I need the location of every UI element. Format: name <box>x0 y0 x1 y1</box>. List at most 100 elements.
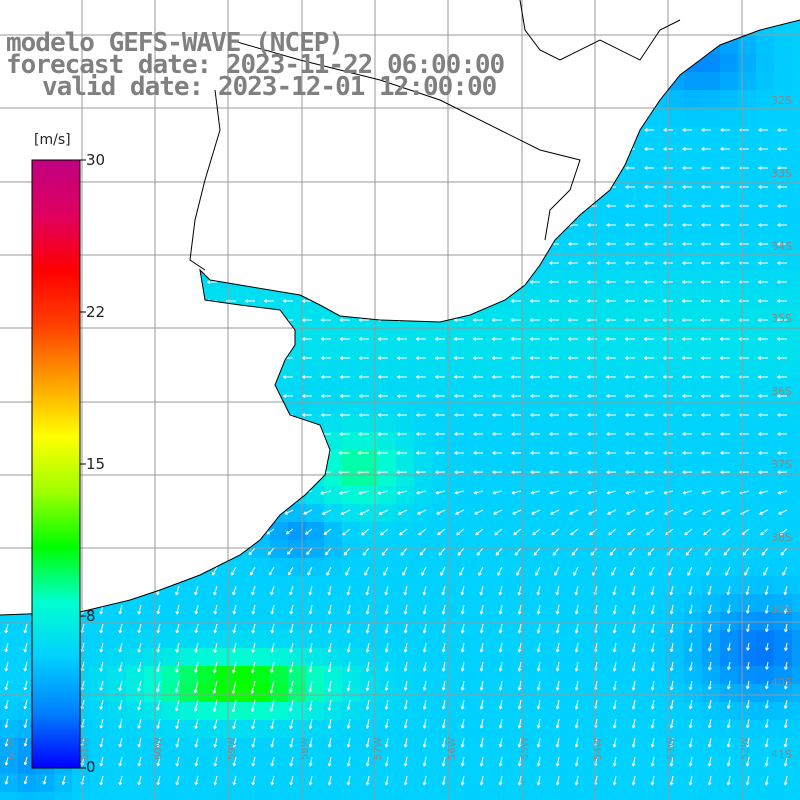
wind-arrow <box>188 280 198 284</box>
wind-arrow <box>111 318 122 322</box>
wind-speed-cell <box>630 288 649 307</box>
wind-arrow <box>207 432 217 436</box>
wind-arrow <box>156 642 161 653</box>
wind-speed-cell <box>774 666 793 685</box>
wind-arrow <box>131 147 141 151</box>
wind-speed-cell <box>270 666 289 685</box>
wind-speed-cell <box>684 756 703 775</box>
wind-speed-cell <box>162 540 181 559</box>
wind-speed-cell <box>216 468 235 487</box>
wind-speed-cell <box>288 720 307 739</box>
wind-speed-cell <box>468 162 487 181</box>
wind-arrow <box>113 509 123 515</box>
wind-speed-cell <box>378 648 397 667</box>
wind-arrow <box>720 166 730 170</box>
wind-speed-cell <box>756 540 775 559</box>
wind-speed-cell <box>774 72 793 91</box>
wind-arrow <box>95 528 104 535</box>
wind-arrow <box>365 756 370 767</box>
wind-arrow <box>340 509 351 516</box>
wind-speed-cell <box>90 684 109 703</box>
wind-speed-cell <box>702 306 721 325</box>
wind-arrow <box>777 242 787 246</box>
wind-speed-cell <box>0 666 19 685</box>
wind-arrow <box>688 775 693 786</box>
wind-speed-cell <box>216 576 235 595</box>
wind-arrow <box>264 394 274 398</box>
wind-speed-cell <box>792 360 800 379</box>
wind-arrow <box>308 699 313 711</box>
longitude-labels: 62W 61W 60W 59W 58W 57W 56W 55W 54W 53W 52W <box>6 737 751 760</box>
wind-speed-cell <box>576 720 595 739</box>
wind-speed-cell <box>90 540 109 559</box>
wind-arrow <box>213 661 218 674</box>
wind-arrow <box>302 166 312 170</box>
wind-speed-cell <box>666 702 685 721</box>
wind-speed-cell <box>540 180 559 199</box>
wind-speed-cell <box>216 234 235 253</box>
wind-speed-cell <box>0 576 19 595</box>
wind-arrow <box>700 318 711 322</box>
wind-arrow <box>549 490 560 495</box>
wind-arrow <box>473 128 483 132</box>
wind-speed-cell <box>288 234 307 253</box>
wind-arrow <box>493 509 503 515</box>
wind-speed-cell <box>378 702 397 721</box>
wind-speed-cell <box>648 396 667 415</box>
wind-speed-cell <box>324 630 343 649</box>
wind-speed-cell <box>342 342 361 361</box>
wind-arrow <box>644 432 654 436</box>
wind-speed-cell <box>180 486 199 505</box>
wind-speed-cell <box>648 108 667 127</box>
colorbar-unit-label: [m/s] <box>34 132 71 148</box>
wind-arrow <box>725 566 731 576</box>
wind-arrow <box>232 737 237 748</box>
wind-speed-cell <box>630 360 649 379</box>
wind-speed-cell <box>108 270 127 289</box>
wind-speed-cell <box>612 432 631 451</box>
wind-speed-cell <box>234 450 253 469</box>
wind-arrow <box>362 547 370 556</box>
wind-speed-cell <box>234 612 253 631</box>
wind-arrow <box>688 623 693 634</box>
wind-speed-cell <box>90 720 109 739</box>
wind-arrow <box>0 147 8 151</box>
wind-speed-cell <box>576 306 595 325</box>
wind-arrow <box>574 623 579 634</box>
wind-arrow <box>188 413 198 417</box>
wind-speed-cell <box>252 198 271 217</box>
wind-speed-cell <box>198 126 217 145</box>
wind-speed-cell <box>432 630 451 649</box>
wind-speed-cell <box>450 792 469 800</box>
wind-speed-cell <box>540 540 559 559</box>
wind-speed-cell <box>450 468 469 487</box>
wind-speed-cell <box>252 666 271 685</box>
wind-arrow <box>435 413 445 417</box>
wind-speed-cell <box>576 774 595 793</box>
wind-arrow <box>264 470 275 475</box>
wind-arrow <box>738 337 749 341</box>
wind-arrow <box>720 128 730 132</box>
wind-speed-cell <box>612 252 631 271</box>
wind-arrow <box>118 775 123 786</box>
wind-arrow <box>251 756 256 767</box>
wind-speed-cell <box>324 522 343 541</box>
wind-arrow <box>574 661 579 672</box>
wind-speed-cell <box>360 540 379 559</box>
wind-arrow <box>460 756 465 767</box>
wind-arrow <box>208 509 218 515</box>
wind-speed-cell <box>540 576 559 595</box>
wind-arrow <box>403 680 408 691</box>
wind-arrow <box>548 318 559 322</box>
wind-arrow <box>308 642 313 653</box>
wind-speed-cell <box>216 666 235 685</box>
wind-arrow <box>308 775 313 786</box>
wind-speed-cell <box>522 522 541 541</box>
wind-speed-cell <box>738 414 757 433</box>
wind-speed-cell <box>198 468 217 487</box>
wind-speed-cell <box>126 180 145 199</box>
wind-speed-cell <box>774 450 793 469</box>
wind-speed-cell <box>432 396 451 415</box>
wind-speed-cell <box>702 180 721 199</box>
wind-speed-cell <box>342 450 361 469</box>
